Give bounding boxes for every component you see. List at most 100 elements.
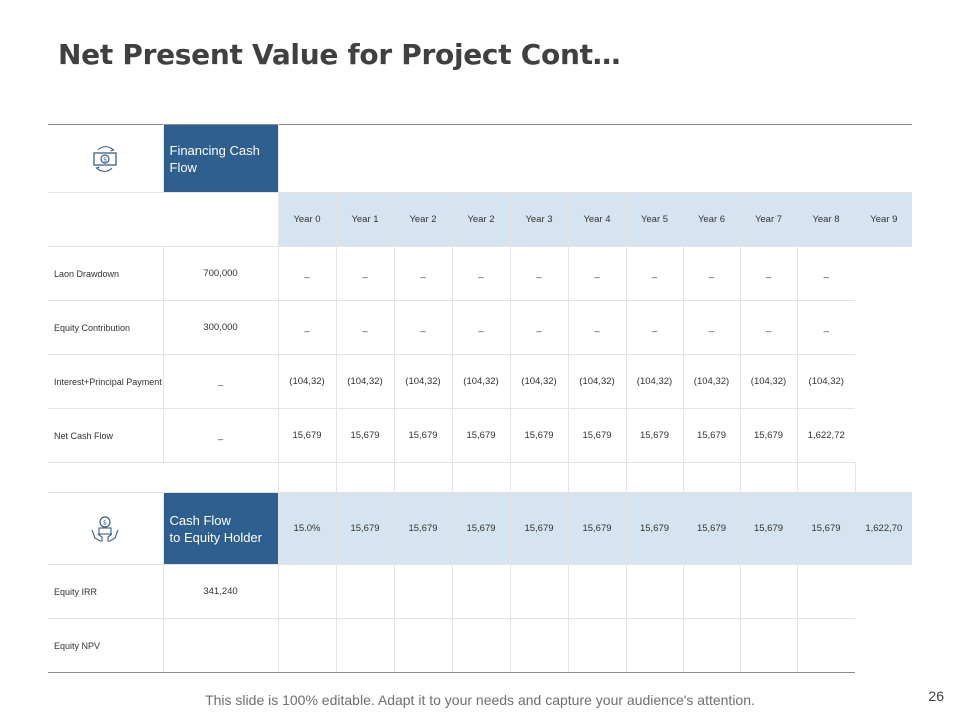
spacer-cell [336, 462, 395, 493]
equity-header-cell: 15,679 [740, 492, 798, 565]
table-cell: _ [452, 246, 511, 301]
table-cell: _ [510, 300, 569, 355]
spacer-cell [855, 462, 913, 493]
equity-header-row: $ Cash Flow to Equity Holder 15.0% 15,679 15… [48, 492, 913, 565]
table-cell: (104,32) [336, 354, 395, 409]
table-cell: _ [740, 300, 798, 355]
table-cell [626, 564, 684, 619]
spacer-cell [683, 462, 741, 493]
table-cell: _ [163, 354, 279, 409]
table-cell: 15,679 [278, 408, 337, 463]
table-cell: 341,240 [163, 564, 279, 619]
spacer-cell [394, 462, 453, 493]
equity-header-label: Cash Flow to Equity Holder [163, 492, 279, 565]
table-cell: _ [626, 300, 684, 355]
financing-header-blank [278, 124, 913, 193]
year-header-cell: Year 8 [797, 192, 856, 247]
row-label: Interest+Principal Payment [48, 354, 164, 409]
table-cell: 15,679 [683, 408, 741, 463]
year-header-spacer [48, 192, 279, 247]
table-cell: _ [163, 408, 279, 463]
row-label: Laon Drawdown [48, 246, 164, 301]
table-row: Equity IRR 341,240 [48, 564, 912, 619]
table-cell [740, 564, 798, 619]
table-cell: _ [452, 300, 511, 355]
equity-header-cell: 15,679 [568, 492, 627, 565]
table-cell: 700,000 [163, 246, 279, 301]
table-cell: _ [740, 246, 798, 301]
spacer-cell [510, 462, 569, 493]
table-cell [394, 618, 453, 673]
table-cell: (104,32) [626, 354, 684, 409]
table-cell: _ [683, 300, 741, 355]
svg-text:$: $ [103, 156, 107, 163]
table-cell: _ [797, 300, 855, 355]
table-cell [740, 618, 798, 673]
equity-header-line1: Cash Flow [169, 512, 231, 528]
equity-header-cell: 1,622,70 [855, 492, 913, 565]
money-hands-icon: $ [48, 492, 164, 565]
table-cell [510, 564, 569, 619]
money-cycle-icon: $ [48, 124, 164, 193]
table-cell: _ [394, 246, 453, 301]
row-label: Net Cash Flow [48, 408, 164, 463]
table-cell: 15,679 [510, 408, 569, 463]
table-cell [278, 618, 337, 673]
table-cell: _ [626, 246, 684, 301]
table-cell: (104,32) [797, 354, 855, 409]
spacer-cell [740, 462, 798, 493]
equity-header-cell: 15,679 [452, 492, 511, 565]
equity-header-cell: 15,679 [394, 492, 453, 565]
table-cell: 300,000 [163, 300, 279, 355]
table-cell: _ [683, 246, 741, 301]
table-cell: _ [394, 300, 453, 355]
table-cell [626, 618, 684, 673]
table-cell: (104,32) [452, 354, 511, 409]
spacer-cell [452, 462, 511, 493]
year-header-cell: Year 1 [336, 192, 395, 247]
spacer-cell [278, 462, 337, 493]
table-cell: 15,679 [626, 408, 684, 463]
table-cell: 1,622,72 [797, 408, 855, 463]
table-cell: 15,679 [452, 408, 511, 463]
year-header-cell: Year 9 [855, 192, 913, 247]
row-label: Equity IRR [48, 564, 164, 619]
table-cell [336, 618, 395, 673]
table-cell [394, 564, 453, 619]
year-header-row: Year 0 Year 1 Year 2 Year 2 Year 3 Year 4 Year… [48, 192, 913, 247]
table-cell: 15,679 [336, 408, 395, 463]
table-cell: _ [510, 246, 569, 301]
table-cell: (104,32) [510, 354, 569, 409]
table-cell [163, 618, 279, 673]
table-cell: _ [336, 246, 395, 301]
table-row: Equity NPV [48, 618, 912, 673]
row-label: Equity NPV [48, 618, 164, 673]
financing-header-label: Financing Cash Flow [163, 124, 279, 193]
table-cell [278, 564, 337, 619]
page-number: 26 [928, 688, 944, 704]
year-header-cell: Year 7 [740, 192, 798, 247]
table-cell [797, 618, 855, 673]
equity-header-cell: 15,679 [336, 492, 395, 565]
table-cell [683, 618, 741, 673]
table-cell: (104,32) [278, 354, 337, 409]
year-header-cell: Year 3 [510, 192, 569, 247]
table-cell [568, 564, 627, 619]
table-cell [797, 564, 855, 619]
table-row: Net Cash Flow _ 15,679 15,679 15,679 15,679 15… [48, 408, 912, 463]
year-header-cell: Year 0 [278, 192, 337, 247]
year-header-cell: Year 6 [683, 192, 741, 247]
row-label: Equity Contribution [48, 300, 164, 355]
year-header-cell: Year 5 [626, 192, 684, 247]
spacer-cell [568, 462, 627, 493]
equity-header-cell: 15,679 [510, 492, 569, 565]
table-cell: 15,679 [740, 408, 798, 463]
spacer-row [48, 462, 913, 493]
table-row: Interest+Principal Payment _ (104,32) (104,… [48, 354, 912, 409]
equity-header-cell: 15.0% [278, 492, 337, 565]
footer-note: This slide is 100% editable. Adapt it to… [205, 692, 755, 708]
spacer-cell [626, 462, 684, 493]
equity-header-line2: to Equity Holder [169, 529, 263, 545]
equity-header-cell: 15,679 [683, 492, 741, 565]
